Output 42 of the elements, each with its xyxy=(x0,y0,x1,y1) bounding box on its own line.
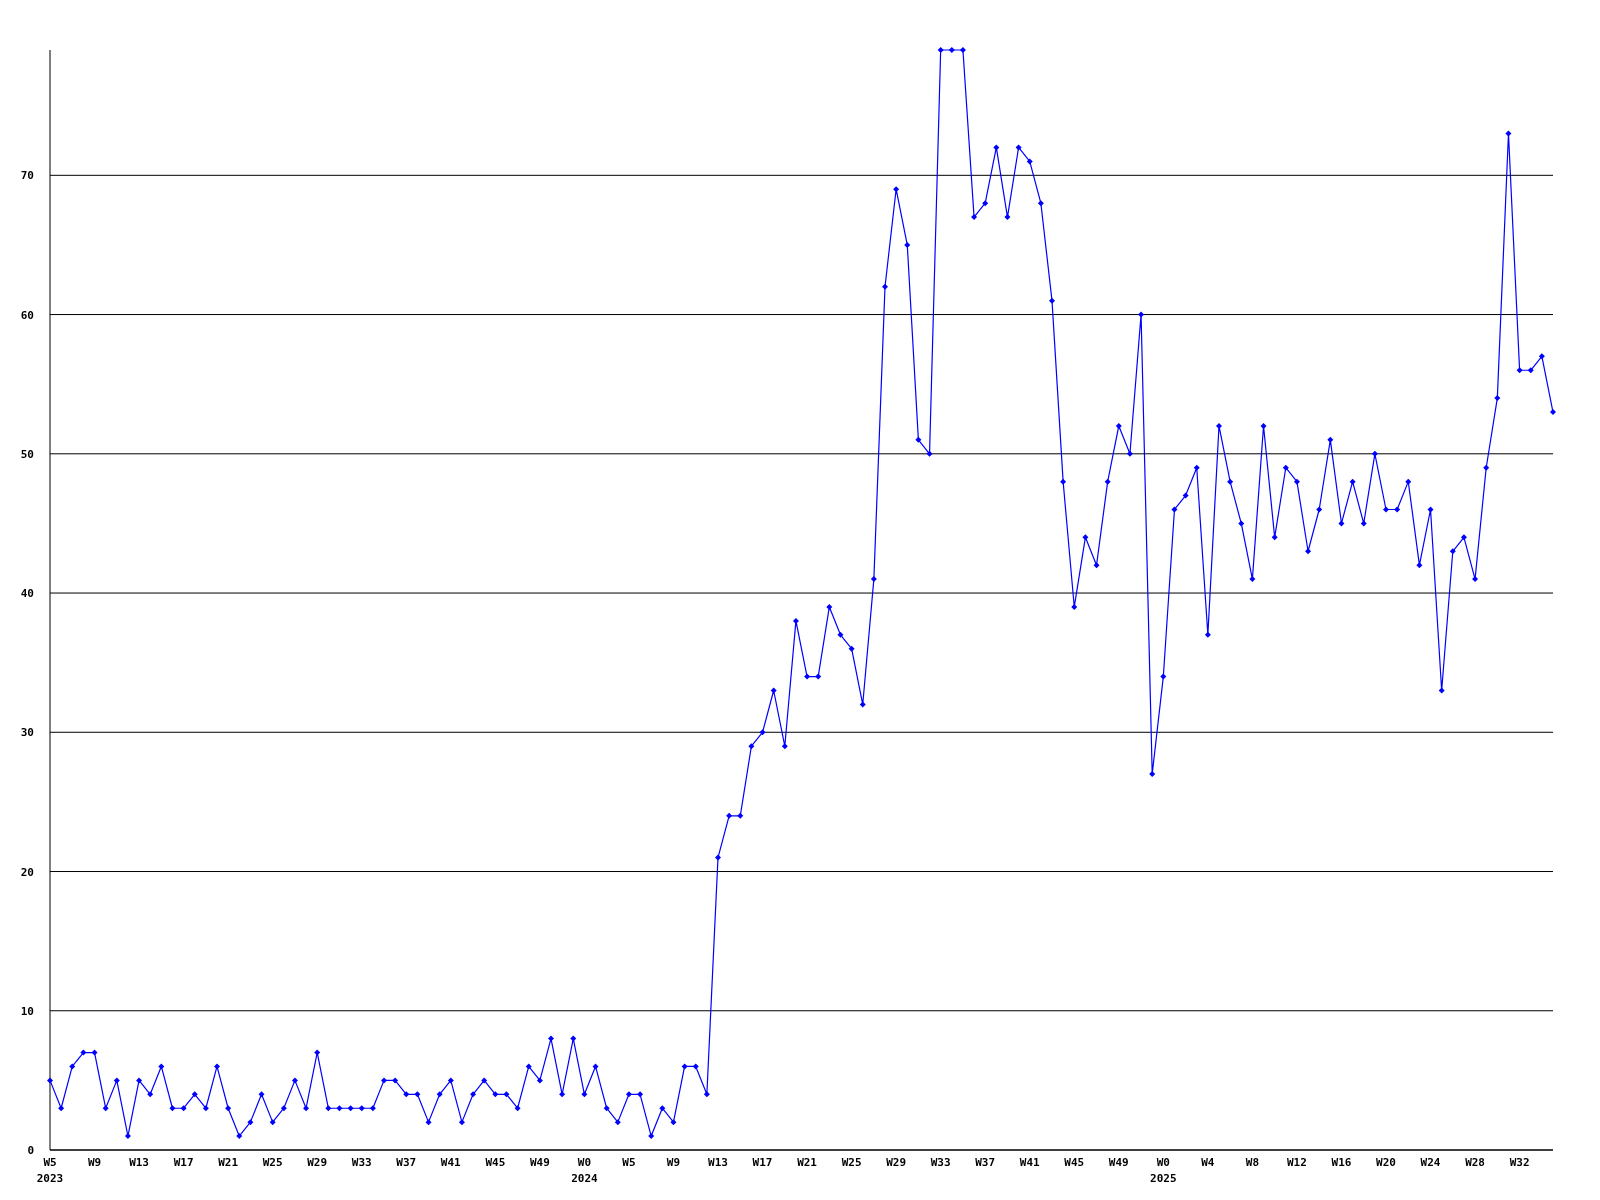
x-tick-label: W33 xyxy=(930,1156,951,1169)
y-tick-label: 50 xyxy=(20,447,34,461)
y-tick-label: 40 xyxy=(20,587,34,601)
x-tick-label: W4 xyxy=(1201,1156,1215,1169)
x-tick-label: W21 xyxy=(218,1156,239,1169)
x-tick-label: W8 xyxy=(1245,1156,1260,1169)
x-tick-label: W49 xyxy=(529,1156,550,1169)
y-tick-label: 30 xyxy=(20,726,34,740)
x-tick-label: W9 xyxy=(87,1156,102,1169)
x-tick-label: W9 xyxy=(666,1156,681,1169)
x-tick-label: W29 xyxy=(886,1156,907,1169)
x-tick-label: W33 xyxy=(351,1156,372,1169)
x-tick-label: W25 xyxy=(262,1156,283,1169)
x-tick-label: W0 2024 xyxy=(571,1156,599,1185)
x-tick-label: W29 xyxy=(307,1156,328,1169)
x-tick-label: W28 xyxy=(1465,1156,1485,1169)
x-tick-label: W41 xyxy=(440,1156,462,1169)
x-tick-label: W12 xyxy=(1287,1156,1307,1169)
x-tick-label: W16 xyxy=(1331,1156,1352,1169)
x-tick-label: W37 xyxy=(396,1156,417,1169)
x-tick-label: W24 xyxy=(1420,1156,1441,1169)
y-tick-label: 20 xyxy=(20,865,34,879)
x-tick-label: W45 xyxy=(1064,1156,1085,1169)
x-tick-label: W37 xyxy=(975,1156,996,1169)
x-tick-label: W13 xyxy=(708,1156,728,1169)
x-tick-label: W32 xyxy=(1509,1156,1530,1169)
x-tick-label: W25 xyxy=(841,1156,862,1169)
x-tick-label: W13 xyxy=(129,1156,149,1169)
x-tick-label: W17 xyxy=(752,1156,773,1169)
x-tick-label: W0 2025 xyxy=(1150,1156,1177,1185)
x-tick-label: W5 xyxy=(622,1156,636,1169)
y-tick-label: 70 xyxy=(20,169,34,183)
x-tick-label: W45 xyxy=(485,1156,506,1169)
x-tick-label: W5 2023 xyxy=(36,1156,64,1185)
y-tick-label: 10 xyxy=(20,1004,34,1018)
x-tick-label: W49 xyxy=(1108,1156,1129,1169)
x-tick-label: W21 xyxy=(797,1156,818,1169)
x-tick-label: W41 xyxy=(1019,1156,1041,1169)
x-tick-label: W17 xyxy=(173,1156,194,1169)
y-tick-label: 0 xyxy=(27,1144,34,1157)
y-tick-label: 60 xyxy=(20,308,34,322)
x-tick-label: W20 xyxy=(1376,1156,1396,1169)
